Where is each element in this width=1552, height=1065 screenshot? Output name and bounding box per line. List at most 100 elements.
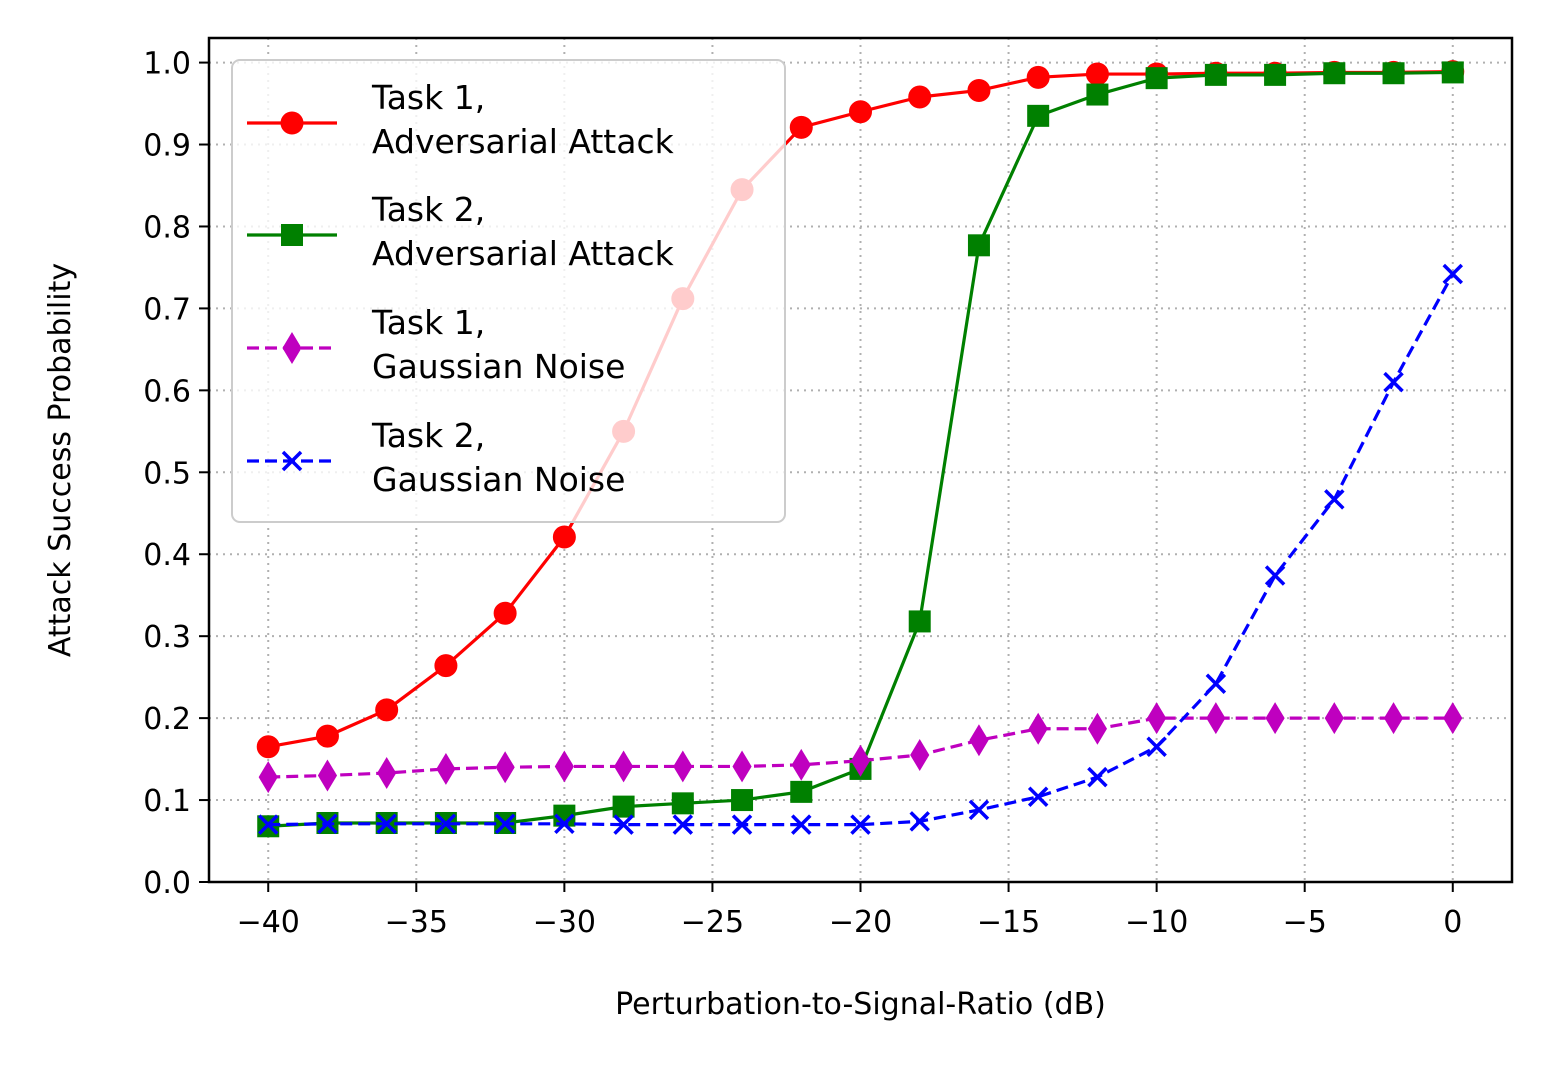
legend-label: Task 2, — [371, 190, 485, 229]
data-point-square — [1382, 62, 1405, 85]
data-point-x — [1087, 766, 1108, 788]
legend-label: Task 2, — [371, 416, 485, 455]
plot-frame — [207, 36, 1514, 884]
data-point-square — [1204, 63, 1227, 86]
data-point-diamond — [258, 761, 278, 794]
y-tick-label: 0.3 — [143, 620, 191, 655]
data-point-diamond — [436, 752, 456, 785]
data-point-x — [850, 814, 871, 835]
x-tick-label: −20 — [829, 905, 892, 940]
data-point-x — [554, 813, 575, 835]
data-point-diamond — [1383, 702, 1404, 735]
x-axis-label: Perturbation-to-Signal-Ratio (dB) — [615, 987, 1106, 1022]
legend-marker-diamond — [282, 332, 302, 364]
series-line — [268, 273, 1455, 827]
legend-entry-4: Task 2, Gaussian Noise — [247, 416, 625, 499]
data-point-circle — [967, 78, 991, 102]
data-point-square — [1323, 62, 1346, 85]
data-point-diamond — [1324, 702, 1344, 735]
data-point-diamond — [910, 739, 930, 771]
legend-label: Adversarial Attack — [372, 234, 675, 273]
y-tick-label: 0.7 — [143, 292, 191, 327]
legend-label: Gaussian Noise — [372, 460, 625, 499]
data-point-x — [1027, 786, 1049, 808]
data-point-diamond — [1028, 712, 1048, 745]
x-tick-label: −10 — [1125, 905, 1188, 940]
data-point-diamond — [1443, 702, 1463, 735]
x-tick-label: −30 — [533, 905, 596, 940]
data-point-x — [909, 811, 930, 832]
data-point-square — [1145, 67, 1168, 90]
y-tick-label: 0.0 — [143, 866, 191, 901]
data-point-x — [968, 799, 990, 821]
data-point-circle — [1085, 62, 1109, 86]
data-point-x — [435, 813, 457, 835]
data-point-circle — [908, 85, 932, 109]
data-point-square — [671, 792, 694, 815]
axis-ticks: −40 −35 −30 −25 −20 −15 −10 −5 0 0.0 0.1 0.2 0.3 0.4 0… — [143, 47, 1462, 940]
legend-entry-1: Task 1, Adversarial Attack — [247, 78, 675, 161]
data-point-diamond — [673, 750, 693, 783]
data-point-circle — [256, 735, 280, 759]
data-point-x — [1205, 673, 1227, 694]
legend-label: Adversarial Attack — [372, 122, 675, 161]
data-point-circle — [849, 100, 872, 124]
data-point-diamond — [495, 751, 515, 784]
legend-label: Task 1, — [371, 303, 485, 342]
y-tick-label: 0.6 — [143, 374, 191, 409]
data-point-diamond — [1206, 702, 1226, 735]
x-tick-label: −5 — [1283, 905, 1327, 940]
data-point-square — [967, 234, 990, 257]
x-tick-label: −35 — [385, 905, 448, 940]
series-line — [268, 716, 1453, 779]
data-point-x — [317, 813, 338, 835]
data-point-circle — [375, 698, 399, 722]
data-point-square — [1027, 104, 1050, 127]
data-point-circle — [789, 115, 813, 139]
data-point-diamond — [969, 724, 989, 757]
legend: Task 1, Adversarial Attack Task 2, Adversar… — [231, 59, 786, 523]
x-tick-label: −15 — [977, 905, 1040, 940]
data-point-x — [672, 814, 694, 835]
x-tick-label: −25 — [681, 905, 744, 940]
data-point-circle — [315, 724, 339, 748]
legend-label: Gaussian Noise — [372, 347, 625, 386]
series-3 — [258, 702, 1463, 794]
data-point-diamond — [791, 748, 811, 781]
data-point-diamond — [1265, 702, 1285, 735]
x-tick-label: 0 — [1443, 905, 1462, 940]
data-point-square — [1264, 63, 1287, 86]
data-point-diamond — [850, 744, 871, 777]
data-point-square — [612, 795, 635, 818]
data-point-square — [790, 780, 813, 803]
legend-entry-3: Task 1, Gaussian Noise — [247, 303, 625, 386]
data-point-diamond — [377, 757, 397, 789]
series-4 — [257, 263, 1464, 835]
data-point-x — [257, 814, 279, 835]
y-tick-label: 0.2 — [143, 702, 191, 737]
data-point-circle — [493, 601, 517, 625]
data-point-x — [376, 813, 397, 835]
data-point-square — [1441, 61, 1464, 84]
data-point-x — [1324, 489, 1345, 510]
data-point-diamond — [554, 750, 574, 783]
data-point-diamond — [317, 759, 338, 792]
legend-label: Task 1, — [371, 78, 485, 117]
y-axis-label: Attack Success Probability — [43, 263, 78, 657]
y-tick-label: 0.4 — [143, 538, 191, 573]
y-tick-label: 0.1 — [143, 784, 191, 819]
data-point-x — [731, 814, 753, 835]
legend-entry-2: Task 2, Adversarial Attack — [247, 190, 675, 273]
legend-marker-circle — [280, 111, 304, 135]
data-point-square — [908, 610, 931, 633]
data-point-circle — [1026, 65, 1050, 89]
y-tick-label: 0.8 — [143, 210, 191, 245]
legend-marker-square — [281, 224, 303, 246]
y-tick-label: 0.5 — [143, 456, 191, 491]
data-point-x — [1146, 736, 1167, 758]
data-point-diamond — [732, 750, 752, 783]
data-point-x — [791, 814, 812, 835]
y-tick-label: 1.0 — [143, 47, 191, 82]
data-point-diamond — [1087, 712, 1107, 745]
